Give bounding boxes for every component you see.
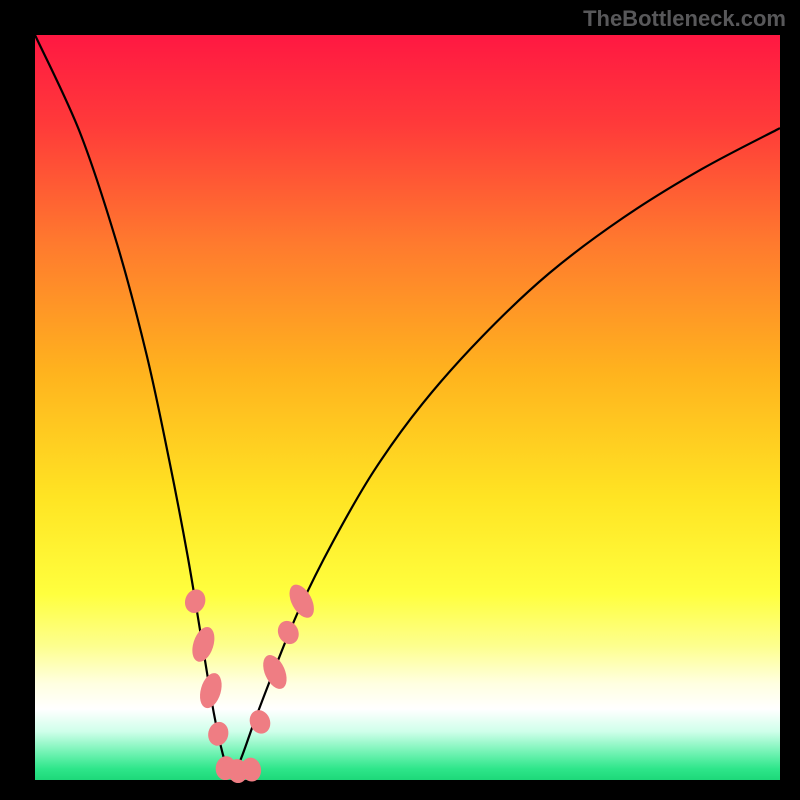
bottleneck-chart	[0, 0, 800, 800]
chart-gradient-bg	[35, 35, 780, 780]
watermark-text: TheBottleneck.com	[583, 6, 786, 32]
